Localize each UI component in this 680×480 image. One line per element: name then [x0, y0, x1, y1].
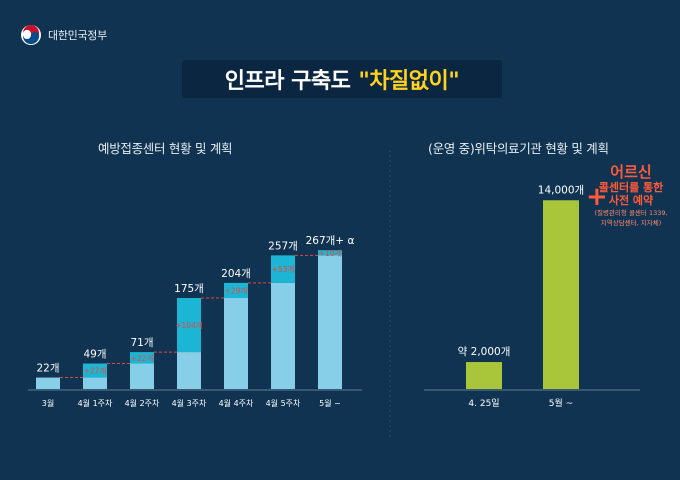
bar-increment-1: [83, 363, 107, 378]
left-chart-title: 예방접종센터 현황 및 계획: [98, 141, 233, 156]
page-title: 인프라 구축도 "차질없이": [182, 60, 502, 98]
bar-base-4: [224, 298, 248, 389]
value-label-2: 71개: [130, 337, 153, 349]
x-tick-2: 4월 2주차: [125, 398, 160, 408]
bar-increment-5: [271, 255, 295, 283]
x-tick-5: 4월 5주차: [266, 398, 301, 408]
x-tick-1: 5월 ~: [549, 397, 573, 409]
increment-label-1: +27개: [84, 366, 107, 376]
callout-line1: 어르신: [610, 163, 652, 181]
increment-label-5: +53개: [272, 264, 295, 274]
logo-text: 대한민국정부: [48, 29, 107, 42]
value-label-0: 22개: [36, 363, 59, 375]
value-label-3: 175개: [174, 283, 204, 295]
taegeuk-icon: [21, 25, 41, 45]
x-tick-0: 4. 25일: [468, 398, 499, 409]
bar-base-2: [130, 363, 154, 389]
bar-increment-6: [318, 250, 342, 256]
government-logo: 대한민국정부: [20, 24, 107, 46]
callout-note1: (질병관리청 콜센터 1339,: [594, 209, 668, 217]
x-tick-6: 5월 ~: [319, 398, 341, 408]
right-chart: 약 2,000개 4. 25일 14,000개 5월 ~: [424, 184, 640, 409]
increment-label-4: +29개: [225, 285, 248, 295]
bar-base-6: [318, 255, 342, 389]
bar-increment-4: [224, 282, 248, 298]
callout-line3: 사전 예약: [608, 194, 654, 207]
value-label-6: 267개+ α: [306, 235, 355, 247]
callout-elderly-reservation: + 어르신 콜센터를 통한 사전 예약 (질병관리청 콜센터 1339, 지역상…: [586, 163, 668, 228]
bar-increment-3: [177, 298, 201, 353]
x-tick-4: 4월 4주차: [219, 398, 254, 408]
value-label-0: 약 2,000개: [458, 346, 511, 358]
bar-0: [466, 362, 502, 389]
increment-label-6: +10개: [319, 248, 342, 258]
value-label-1: 14,000개: [538, 184, 584, 196]
increment-label-3: +104개: [175, 320, 203, 330]
right-chart-title: (운영 중)위탁의료기관 현황 및 계획: [428, 141, 609, 156]
bar-base-0: [36, 377, 60, 389]
left-chart: 22개 3월 +27개 49개 4월 1주차 +22개 71개 4월 2주차 +104개 175개…: [28, 235, 362, 408]
bar-base-3: [177, 352, 201, 389]
x-tick-3: 4월 3주차: [172, 398, 207, 408]
bar-increment-2: [130, 352, 154, 364]
x-tick-0: 3월: [42, 398, 54, 408]
bar-base-5: [271, 282, 295, 389]
bar-1: [543, 200, 579, 389]
value-label-5: 257개: [268, 240, 298, 252]
callout-note2: 지역상담센터, 지자체): [600, 219, 662, 227]
x-tick-1: 4월 1주차: [78, 398, 113, 408]
increment-label-2: +22개: [131, 353, 154, 363]
bar-base-1: [83, 377, 107, 389]
value-label-4: 204개: [221, 268, 251, 280]
callout-line2: 콜센터를 통한: [598, 181, 664, 194]
callout-plus: +: [586, 182, 608, 212]
value-label-1: 49개: [83, 349, 106, 361]
title-main: 인프라 구축도: [224, 69, 351, 94]
title-accent: "차질없이": [358, 69, 460, 94]
